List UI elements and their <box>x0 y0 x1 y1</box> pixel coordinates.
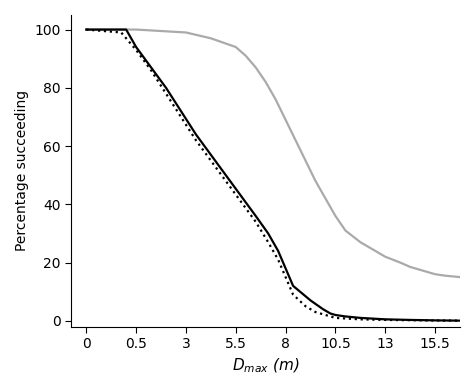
X-axis label: $D_{max}$ (m): $D_{max}$ (m) <box>232 356 299 375</box>
Y-axis label: Percentage succeeding: Percentage succeeding <box>15 90 29 252</box>
